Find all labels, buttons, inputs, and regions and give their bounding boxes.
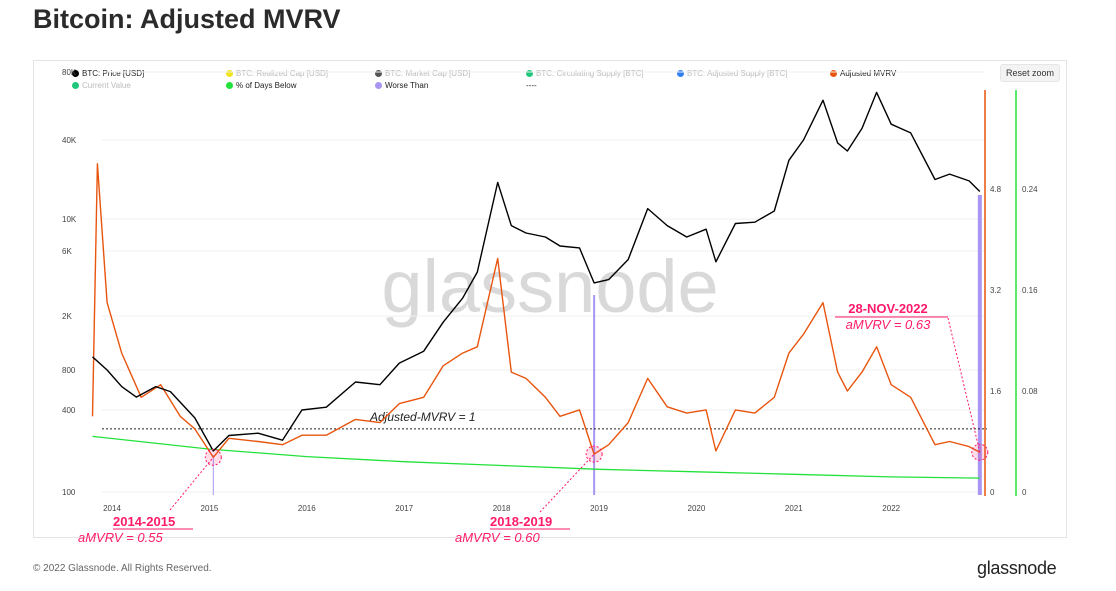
legend-marker-icon xyxy=(677,70,684,77)
annotation-period: 2018-2019 xyxy=(490,514,552,529)
legend-item[interactable]: % of Days Below xyxy=(226,81,296,90)
annotation-value: aMVRV = 0.55 xyxy=(78,530,163,545)
y-left-tick-label: 100 xyxy=(62,488,76,497)
series-line-adjusted-mvrv xyxy=(91,163,981,458)
legend-item[interactable]: ---- xyxy=(526,81,537,90)
legend-item[interactable]: BTC: Realized Cap [USD] xyxy=(226,69,328,78)
y-left-tick-label: 400 xyxy=(62,406,76,415)
legend-label: Current Value xyxy=(82,81,131,90)
legend-item[interactable]: BTC: Price [USD] xyxy=(72,69,144,78)
y-right2-tick-label: 0.24 xyxy=(1022,185,1038,194)
annotation-connector xyxy=(539,453,595,513)
glassnode-logo: glassnode xyxy=(977,558,1057,578)
worse-than-bar xyxy=(593,295,596,495)
annotation-period: 2014-2015 xyxy=(113,514,175,529)
legend-label: ---- xyxy=(526,81,537,90)
legend-item[interactable]: BTC: Market Cap [USD] xyxy=(375,69,470,78)
y-right2-tick-label: 0.16 xyxy=(1022,286,1038,295)
watermark: glassnode xyxy=(381,245,718,328)
y-left-tick-label: 2K xyxy=(62,312,72,321)
x-tick-label: 2020 xyxy=(688,504,706,513)
y-right2-tick-label: 0.08 xyxy=(1022,387,1038,396)
legend-item[interactable]: BTC: Adjusted Supply [BTC] xyxy=(677,69,788,78)
series-line-btc-price-usd- xyxy=(92,91,981,452)
legend-label: Worse Than xyxy=(385,81,429,90)
x-tick-label: 2015 xyxy=(201,504,219,513)
annotation-connector xyxy=(169,456,214,511)
annotation-value: aMVRV = 0.60 xyxy=(455,530,540,545)
reference-line-label: Adjusted-MVRV = 1 xyxy=(369,410,476,424)
copyright: © 2022 Glassnode. All Rights Reserved. xyxy=(33,563,212,574)
y-right2-tick-label: 0 xyxy=(1022,488,1027,497)
annotation-period: 28-NOV-2022 xyxy=(848,301,928,316)
x-tick-label: 2021 xyxy=(785,504,803,513)
legend-label: BTC: Adjusted Supply [BTC] xyxy=(687,69,788,78)
y-left-tick-label: 40K xyxy=(62,136,77,145)
y-right-tick-label: 0 xyxy=(990,488,995,497)
y-left-tick-label: 6K xyxy=(62,247,72,256)
legend-item[interactable]: BTC: Circulating Supply [BTC] xyxy=(526,69,644,78)
legend-item[interactable]: Worse Than xyxy=(375,81,428,90)
legend-marker-icon xyxy=(226,82,233,89)
y-left-tick-label: 10K xyxy=(62,215,77,224)
legend-label: BTC: Market Cap [USD] xyxy=(385,69,471,78)
legend-label: Adjusted MVRV xyxy=(840,69,897,78)
worse-than-bar xyxy=(977,195,982,495)
y-left-tick-label: 80K xyxy=(62,68,77,77)
page-title: Bitcoin: Adjusted MVRV xyxy=(33,4,341,34)
annotation-connector xyxy=(947,317,981,453)
y-right-tick-label: 4.8 xyxy=(990,185,1002,194)
legend-marker-icon xyxy=(375,70,382,77)
x-tick-label: 2022 xyxy=(882,504,900,513)
x-tick-label: 2018 xyxy=(493,504,511,513)
y-left-tick-label: 800 xyxy=(62,366,76,375)
legend-marker-icon xyxy=(375,82,382,89)
legend-marker-icon xyxy=(830,70,837,77)
y-right-tick-label: 3.2 xyxy=(990,286,1002,295)
chart-card xyxy=(33,60,1067,538)
legend-label: BTC: Price [USD] xyxy=(82,69,145,78)
legend-label: BTC: Realized Cap [USD] xyxy=(236,69,329,78)
x-tick-label: 2017 xyxy=(395,504,413,513)
x-tick-label: 2019 xyxy=(590,504,608,513)
legend-marker-icon xyxy=(72,70,79,77)
annotation-value: aMVRV = 0.63 xyxy=(846,317,931,332)
legend-item[interactable]: Adjusted MVRV xyxy=(830,69,896,78)
x-tick-label: 2014 xyxy=(103,504,121,513)
legend-item[interactable]: Current Value xyxy=(72,81,131,90)
series-line--of-days-below xyxy=(92,435,980,479)
legend-label: % of Days Below xyxy=(236,81,297,90)
legend-marker-icon xyxy=(526,70,533,77)
legend-marker-icon xyxy=(72,82,79,89)
reset-zoom-button[interactable]: Reset zoom xyxy=(1000,64,1061,82)
y-right-tick-label: 1.6 xyxy=(990,387,1002,396)
x-tick-label: 2016 xyxy=(298,504,316,513)
legend-label: BTC: Circulating Supply [BTC] xyxy=(536,69,644,78)
legend-marker-icon xyxy=(226,70,233,77)
worse-than-bar xyxy=(212,455,214,495)
